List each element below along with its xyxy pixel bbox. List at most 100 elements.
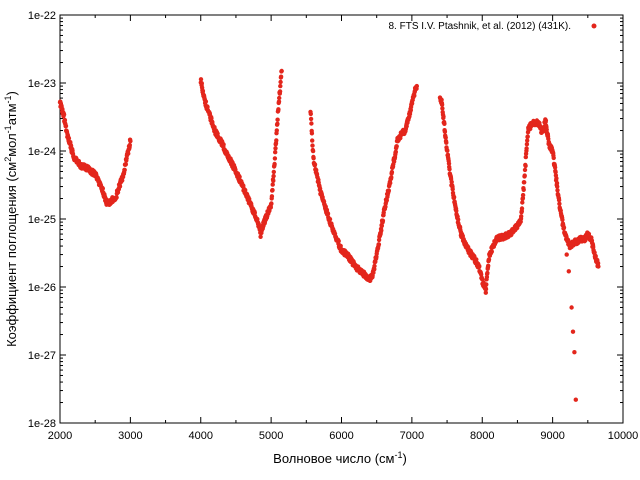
data-point (269, 194, 275, 199)
data-point (451, 194, 457, 200)
data-point (336, 238, 341, 244)
data-point (557, 201, 562, 206)
data-point (389, 169, 395, 175)
data-point (258, 234, 263, 239)
y-tick-label: 1e-24 (28, 146, 56, 158)
legend-marker (591, 23, 597, 29)
data-point (275, 117, 280, 122)
data-point (543, 118, 549, 123)
data-point (595, 261, 601, 266)
data-point (442, 129, 448, 134)
data-point (555, 188, 560, 193)
data-point (525, 138, 530, 143)
data-point (252, 210, 257, 215)
data-point (388, 180, 393, 186)
data-point (483, 290, 488, 295)
data-point (312, 162, 318, 167)
data-point (484, 282, 489, 287)
data-point (61, 112, 67, 117)
data-point (311, 156, 316, 161)
data-point (404, 124, 409, 129)
data-point (445, 148, 450, 153)
y-axis-ticks: 1e-28 1e-27 1e-26 1e-25 1e-24 1e-23 1e-22 (28, 10, 623, 430)
data-point (441, 114, 446, 119)
data-point (310, 148, 316, 154)
data-point (271, 178, 276, 183)
data-point (272, 161, 277, 167)
data-point (237, 174, 242, 179)
data-point (273, 146, 278, 151)
data-point (372, 267, 377, 272)
data-point (386, 188, 391, 193)
data-point (270, 187, 275, 193)
data-point (450, 187, 455, 192)
data-point (489, 249, 494, 254)
data-point (270, 182, 275, 187)
data-point (522, 180, 527, 185)
data-point (443, 135, 448, 140)
data-point (372, 263, 377, 269)
data-point (274, 138, 279, 143)
data-point (566, 269, 571, 274)
data-point (241, 183, 246, 188)
data-point (272, 156, 278, 161)
data-point (454, 208, 459, 213)
data-point (308, 111, 313, 117)
y-tick-label: 1e-28 (28, 418, 56, 430)
data-point (524, 142, 530, 147)
data-point (552, 165, 558, 170)
y-tick-label: 1e-25 (28, 214, 56, 226)
data-point (376, 242, 382, 247)
data-point (572, 350, 577, 355)
data-point (524, 146, 529, 151)
data-point (268, 205, 273, 210)
data-point (554, 180, 560, 186)
data-point (203, 99, 209, 104)
data-point (114, 195, 119, 200)
x-tick-label: 6000 (329, 430, 353, 442)
data-point (243, 187, 248, 193)
data-point (127, 142, 132, 148)
data-point (394, 144, 399, 149)
data-point (128, 138, 133, 144)
data-point (440, 106, 445, 111)
data-point (309, 131, 315, 136)
data-point (123, 162, 128, 167)
y-tick-label: 1e-23 (28, 78, 56, 90)
data-point (449, 179, 454, 185)
data-point (593, 253, 598, 259)
data-point (100, 186, 106, 191)
y-tick-label: 1e-26 (28, 282, 56, 294)
data-point (393, 149, 398, 154)
data-point (310, 143, 315, 148)
data-point (525, 134, 530, 139)
data-point (569, 305, 574, 310)
data-point (412, 93, 417, 98)
data-point (522, 167, 528, 173)
data-point (278, 83, 283, 89)
y-tick-label: 1e-27 (28, 350, 56, 362)
data-point (277, 95, 282, 101)
data-point (414, 83, 419, 89)
data-point (117, 184, 123, 189)
data-point (66, 136, 72, 141)
data-point (327, 217, 333, 222)
x-tick-label: 8000 (470, 430, 494, 442)
data-point (371, 270, 376, 275)
data-point (447, 167, 452, 172)
data-point (523, 154, 528, 160)
data-point (486, 257, 492, 262)
data-point (554, 176, 559, 181)
data-point (278, 74, 284, 79)
data-point (519, 214, 524, 219)
data-point (269, 201, 274, 206)
data-point (325, 211, 331, 216)
data-point (439, 97, 444, 103)
data-point (519, 206, 525, 211)
data-point (573, 397, 578, 402)
data-point (485, 270, 490, 276)
data-point (276, 99, 282, 104)
data-point (522, 173, 527, 178)
data-point (439, 102, 445, 107)
